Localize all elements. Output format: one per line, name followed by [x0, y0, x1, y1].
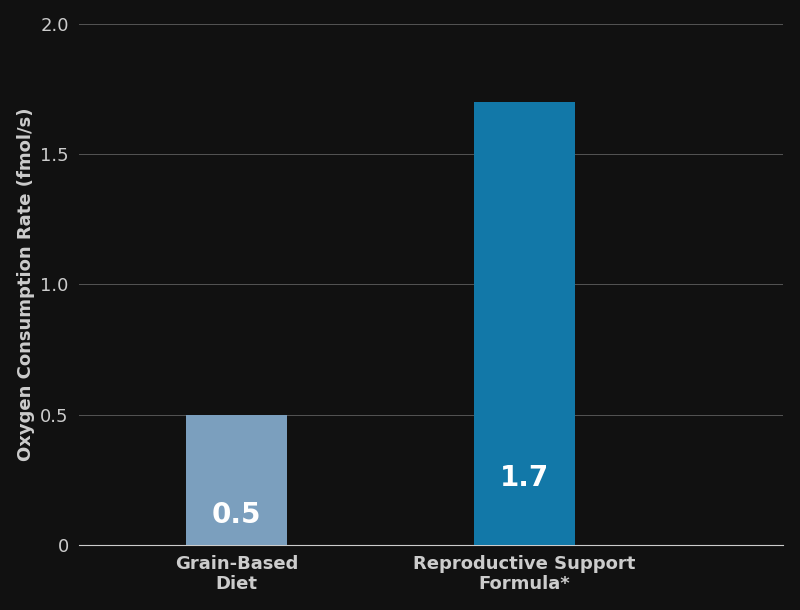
Bar: [474, 102, 574, 545]
Text: 0.5: 0.5: [212, 501, 262, 529]
Bar: [186, 415, 287, 545]
Y-axis label: Oxygen Consumption Rate (fmol/s): Oxygen Consumption Rate (fmol/s): [17, 107, 34, 461]
Text: 1.7: 1.7: [500, 464, 549, 492]
